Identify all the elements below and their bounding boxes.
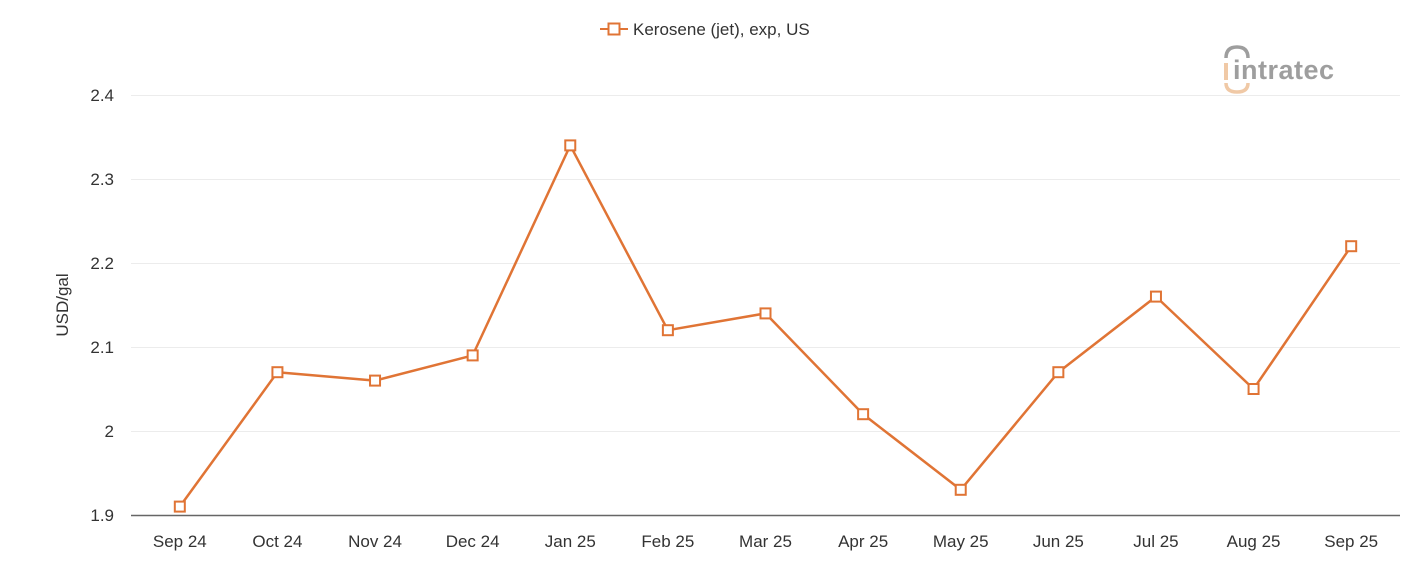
y-tick-label: 2.4 [90, 86, 114, 105]
data-point-marker[interactable] [466, 349, 479, 362]
logo-arc-icon [1224, 45, 1250, 59]
data-point-marker[interactable] [857, 408, 870, 421]
y-tick-label: 1.9 [90, 506, 114, 525]
x-tick-label: Mar 25 [739, 532, 792, 551]
x-tick-label: Jun 25 [1033, 532, 1084, 551]
logo-hook-icon [1224, 82, 1250, 94]
data-point-marker[interactable] [954, 483, 967, 496]
x-axis-ticks: Sep 24 Oct 24 Nov 24 Dec 24 Jan 25 Feb 25 Mar … [153, 532, 1378, 551]
legend-label: Kerosene (jet), exp, US [633, 20, 810, 39]
x-tick-label: Sep 24 [153, 532, 207, 551]
intratec-logo: intratec [1224, 45, 1335, 94]
x-tick-label: Nov 24 [348, 532, 402, 551]
legend-square-marker-icon [607, 22, 621, 36]
data-point-marker[interactable] [1052, 366, 1065, 379]
gridlines [131, 95, 1400, 432]
y-axis-label: USD/gal [53, 273, 72, 336]
legend[interactable]: Kerosene (jet), exp, US [600, 20, 810, 39]
x-tick-label: Apr 25 [838, 532, 888, 551]
x-tick-label: Aug 25 [1227, 532, 1281, 551]
data-point-marker[interactable] [271, 366, 284, 379]
series-line [178, 144, 1353, 508]
x-tick-label: Jul 25 [1133, 532, 1178, 551]
x-tick-label: May 25 [933, 532, 989, 551]
x-tick-label: Dec 24 [446, 532, 500, 551]
data-point-marker[interactable] [369, 374, 382, 387]
y-axis-ticks: 1.9 2 2.1 2.2 2.3 2.4 [90, 86, 114, 525]
y-tick-label: 2 [105, 422, 114, 441]
data-point-marker[interactable] [564, 139, 577, 152]
data-point-marker[interactable] [1345, 240, 1358, 253]
y-tick-label: 2.2 [90, 254, 114, 273]
logo-bar-icon [1224, 63, 1228, 80]
x-tick-label: Feb 25 [641, 532, 694, 551]
x-tick-label: Jan 25 [545, 532, 596, 551]
logo-text: intratec [1233, 55, 1335, 85]
data-point-marker[interactable] [1247, 383, 1260, 395]
data-point-marker[interactable] [661, 324, 674, 337]
y-tick-label: 2.1 [90, 338, 114, 357]
data-point-marker[interactable] [759, 307, 772, 320]
y-tick-label: 2.3 [90, 170, 114, 189]
data-point-marker[interactable] [173, 500, 186, 513]
x-tick-label: Sep 25 [1324, 532, 1378, 551]
data-point-marker[interactable] [1149, 290, 1162, 303]
series-kerosene-jet [173, 139, 1358, 513]
x-tick-label: Oct 24 [252, 532, 302, 551]
